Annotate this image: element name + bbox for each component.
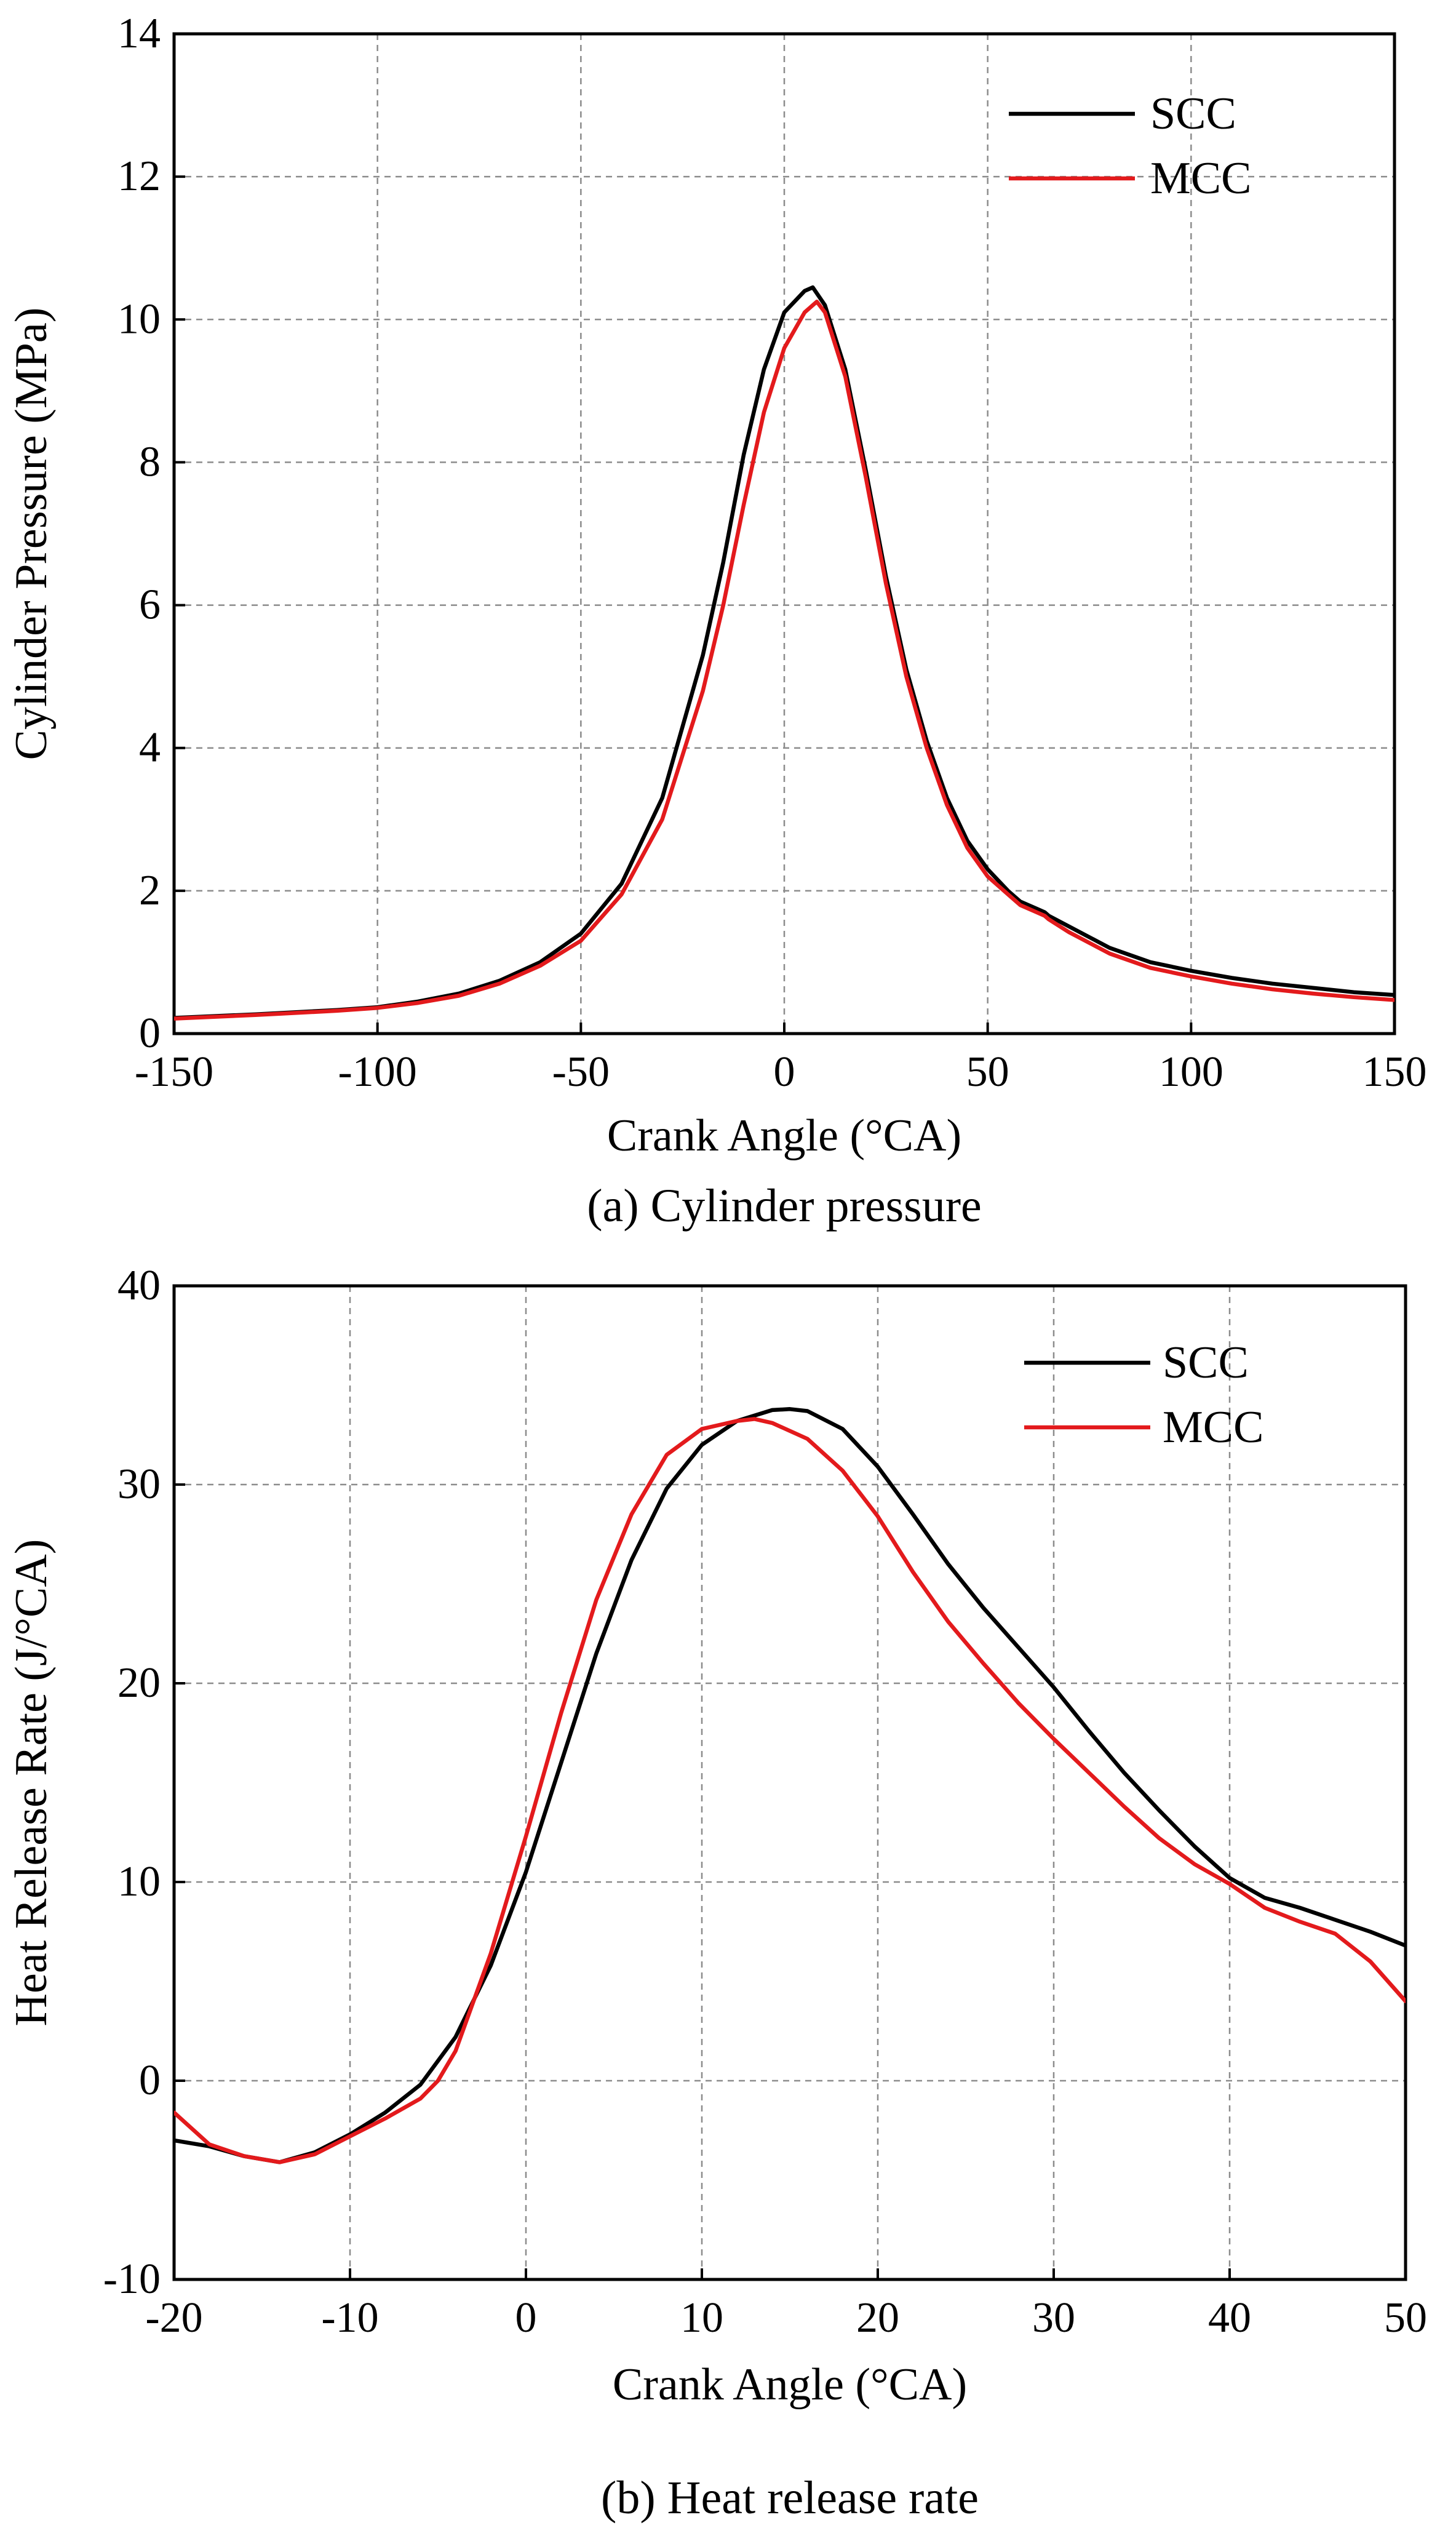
x-tick-label: 40 (1208, 2294, 1251, 2342)
series-line-scc (174, 1407, 1406, 2164)
x-tick-label: 0 (515, 2294, 537, 2342)
y-tick-label: 6 (139, 581, 161, 629)
legend-label-scc: SCC (1150, 89, 1236, 139)
legend: SCC MCC (1009, 89, 1252, 204)
y-tick-label: 4 (139, 724, 161, 772)
y-axis-label: Heat Release Rate (J/°CA) (6, 1539, 57, 2027)
y-tick-label: 10 (117, 295, 161, 343)
x-tick-label: -50 (552, 1048, 610, 1096)
x-axis-label: Crank Angle (°CA) (613, 2359, 967, 2410)
series-line-mcc (174, 300, 1394, 1021)
series-line-scc (174, 285, 1394, 1020)
x-tick-label: 0 (774, 1048, 795, 1096)
x-tick-label: 10 (680, 2294, 723, 2342)
y-tick-label: 12 (117, 153, 161, 200)
x-tick-label: 50 (966, 1048, 1009, 1096)
x-tick-label: -10 (321, 2294, 378, 2342)
x-tick-label: 150 (1363, 1048, 1427, 1096)
chart-caption: (a) Cylinder pressure (587, 1180, 982, 1232)
y-tick-label: -10 (103, 2255, 161, 2303)
chart-panel-0: -150 -100 -50 0 50 100 150 0 2 4 6 8 10 12 14 Crank Ang… (6, 10, 1427, 1232)
y-tick-label: 0 (139, 2057, 161, 2104)
legend: SCC MCC (1024, 1338, 1264, 1453)
y-tick-label: 14 (117, 10, 161, 57)
x-tick-label: 20 (856, 2294, 899, 2342)
x-tick-label: -150 (135, 1048, 213, 1096)
legend-label-scc: SCC (1163, 1338, 1249, 1388)
y-axis-label: Cylinder Pressure (MPa) (6, 308, 57, 760)
y-tick-label: 2 (139, 867, 161, 914)
y-tick-label: 0 (139, 1010, 161, 1057)
x-axis-label: Crank Angle (°CA) (607, 1111, 961, 1161)
plot-frame (172, 1284, 1407, 2281)
x-tick-label: 50 (1384, 2294, 1427, 2342)
x-tick-label: 100 (1159, 1048, 1223, 1096)
x-tick-label: 30 (1032, 2294, 1075, 2342)
x-tick-label: -20 (145, 2294, 202, 2342)
y-tick-label: 20 (117, 1659, 161, 1707)
series-line-mcc (174, 1417, 1406, 2164)
x-tick-label: -100 (338, 1048, 417, 1096)
legend-label-mcc: MCC (1163, 1402, 1264, 1453)
y-tick-label: 8 (139, 438, 161, 485)
y-tick-label: 30 (117, 1461, 161, 1508)
y-tick-label: 40 (117, 1262, 161, 1309)
y-tick-label: 10 (117, 1858, 161, 1905)
chart-caption: (b) Heat release rate (601, 2472, 979, 2524)
legend-label-mcc: MCC (1150, 153, 1252, 204)
